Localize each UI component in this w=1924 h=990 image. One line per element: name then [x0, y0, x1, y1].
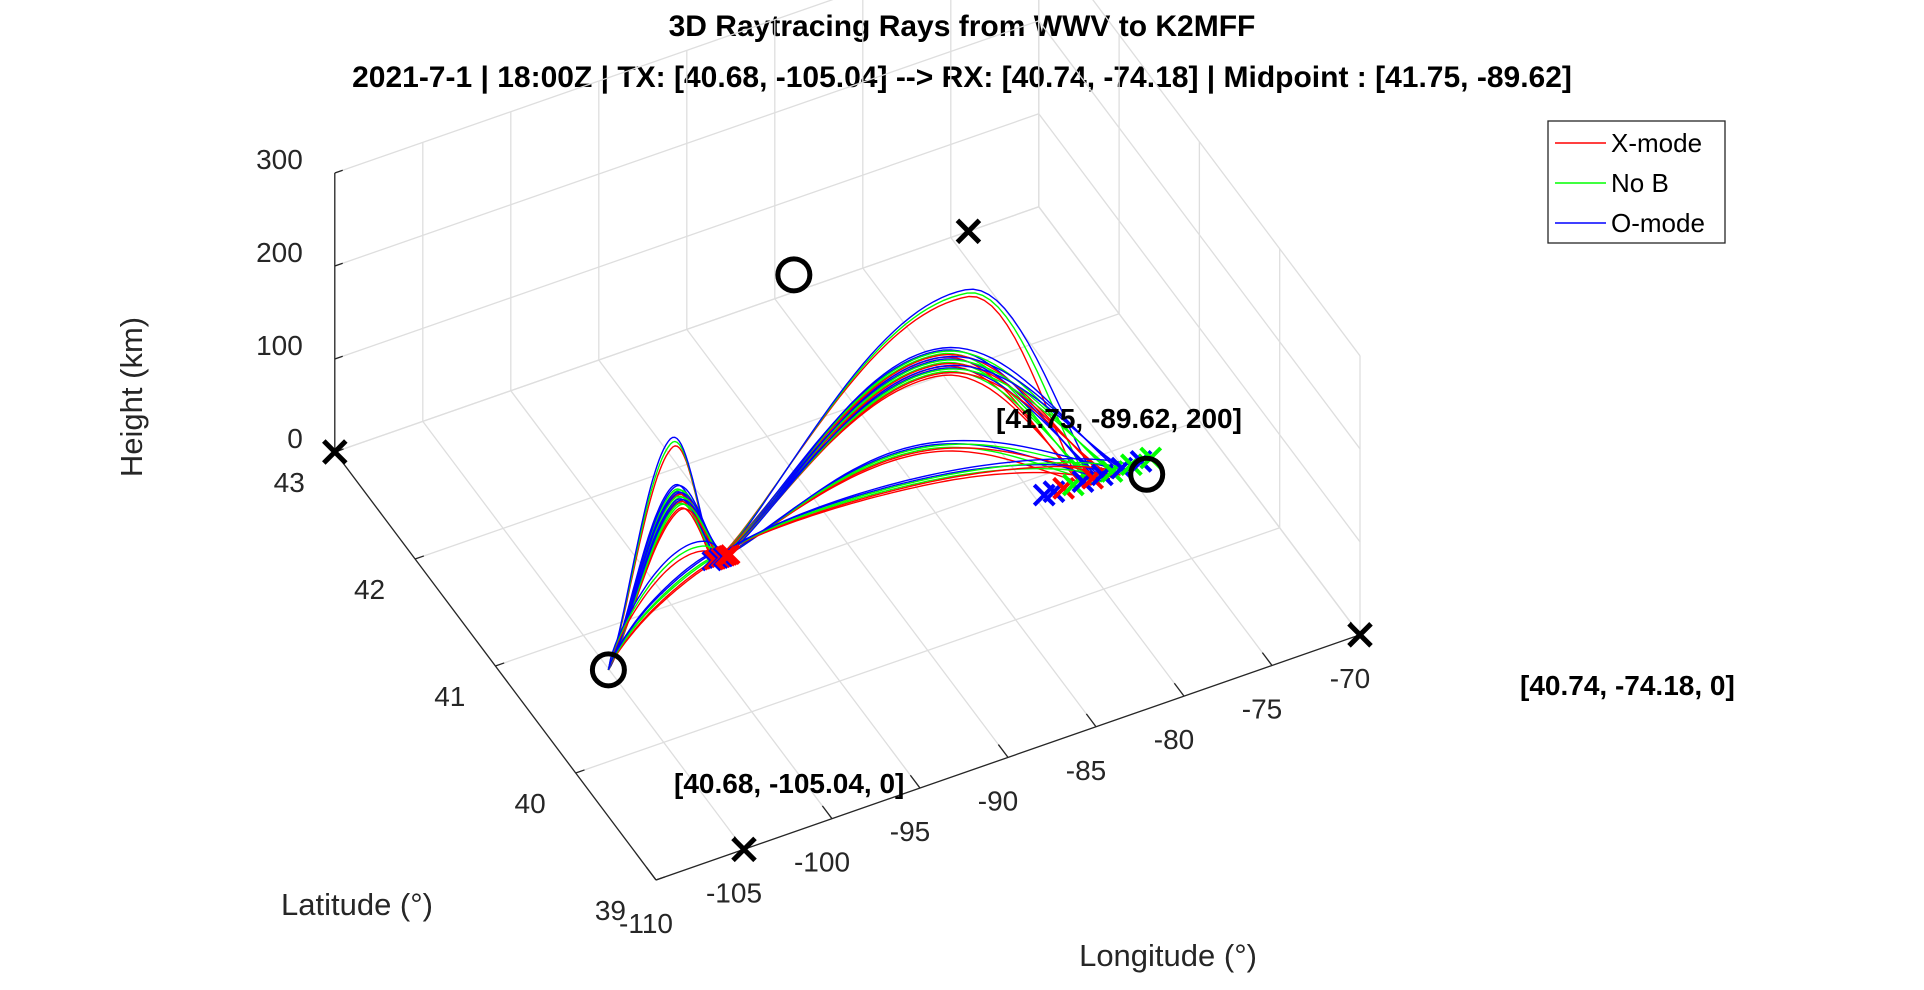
ray-hop1-O-mode — [607, 540, 719, 670]
y-tick-mark — [655, 876, 666, 881]
y-tick-mark — [414, 555, 425, 560]
ray-hop2-O-mode — [720, 367, 1108, 559]
z-tick-mark — [334, 355, 343, 360]
ray-hop1-X-mode — [607, 445, 716, 671]
x-axis-label: Longitude (°) — [1079, 938, 1257, 973]
ray-hop2-O-mode — [725, 458, 1137, 557]
x-tick-label: -85 — [1066, 755, 1106, 786]
legend-entry-x-mode: X-mode — [1611, 128, 1702, 158]
ray-hop2-O-mode — [720, 349, 1103, 559]
ray-hop2-O-mode — [725, 439, 1134, 557]
tick-labels: -110 -105 -100 -95 -90 -85 -80 -75 -70 39 40 41 42 43… — [256, 144, 1370, 939]
z-tick-label: 100 — [256, 330, 303, 361]
ray-hop2-No B — [723, 461, 1129, 558]
tx-point-label: [40.68, -105.04, 0] — [674, 768, 904, 799]
x-tick-label: -75 — [1242, 693, 1282, 724]
hop-landing-marker — [719, 544, 741, 565]
ray-hop2-No B — [723, 443, 1126, 558]
ray-hop1-X-mode — [607, 550, 720, 670]
ray-hop2-O-mode — [725, 364, 1132, 557]
ray-hop1-X-mode — [607, 559, 720, 671]
x-tick-mark — [1085, 713, 1097, 728]
x-tick-label: -70 — [1330, 663, 1370, 694]
grid-line-side-height — [1092, 0, 1361, 357]
chart-title: 3D Raytracing Rays from WWV to K2MFF — [669, 10, 1256, 43]
legend-entry-o-mode: O-mode — [1611, 208, 1705, 238]
grid-line-back-height — [334, 20, 1040, 267]
y-tick-label: 39 — [595, 895, 626, 926]
rx-point-label: [40.74, -74.18, 0] — [1520, 670, 1735, 701]
y-axis-label: Latitude (°) — [281, 887, 433, 922]
z-tick-label: 300 — [256, 144, 303, 175]
corner-cross-marker — [955, 218, 982, 245]
x-tick-mark — [997, 744, 1009, 758]
ray-hop2-X-mode — [721, 465, 1121, 558]
markers — [322, 218, 1373, 863]
ray-hop2-O-mode — [725, 346, 1127, 557]
legend: X-mode No B O-mode — [1547, 120, 1726, 244]
grid-line-back-height — [334, 206, 1040, 453]
y-tick-label: 41 — [434, 681, 465, 712]
x-tick-label: -80 — [1154, 724, 1194, 755]
x-tick-label: -95 — [890, 816, 930, 847]
axes — [334, 169, 1361, 881]
y-tick-label: 43 — [274, 467, 305, 498]
ray-hop2-X-mode — [722, 447, 1118, 558]
x-tick-mark — [821, 805, 833, 820]
ray-hop1-O-mode — [607, 436, 716, 671]
ray-hop2-O-mode — [725, 355, 1129, 557]
x-tick-label: -100 — [794, 847, 850, 878]
rx-circle-marker — [1128, 455, 1166, 493]
ray-paths — [607, 288, 1137, 671]
grid-line-back-height — [334, 113, 1040, 360]
ray-hop1-No B — [607, 545, 720, 670]
grid-line-floor-lat — [575, 527, 1280, 774]
ray-hop2-O-mode — [720, 288, 1100, 559]
tx-circle-marker — [589, 651, 627, 689]
corner-cross-marker — [322, 439, 348, 465]
y-tick-mark — [575, 769, 585, 774]
z-tick-mark — [334, 169, 343, 174]
x-tick-mark — [909, 774, 921, 789]
grid-line-side-height — [1038, 206, 1361, 636]
x-tick-mark — [1173, 682, 1185, 697]
z-tick-label: 200 — [256, 237, 303, 268]
midpoint-circle-marker — [775, 256, 813, 294]
ray-hop2-No B — [718, 446, 1102, 560]
grid-lines — [334, 0, 1361, 881]
y-tick-label: 42 — [354, 574, 385, 605]
grid-line-floor-lat — [414, 313, 1120, 560]
corner-cross-marker — [731, 836, 757, 863]
grid-line-side-height — [1038, 113, 1361, 543]
legend-entry-no-b: No B — [1611, 168, 1669, 198]
x-tick-label: -90 — [978, 785, 1018, 816]
corner-cross-marker — [1347, 622, 1373, 648]
x-tick-label: -105 — [706, 877, 762, 908]
y-tick-mark — [495, 662, 505, 667]
y-tick-label: 40 — [515, 788, 546, 819]
x-tick-mark — [645, 866, 657, 881]
z-tick-label: 0 — [287, 423, 303, 454]
ray-hop1-No B — [607, 553, 726, 671]
chart-subtitle: 2021-7-1 | 18:00Z | TX: [40.68, -105.04]… — [352, 61, 1572, 94]
grid-line-back-height — [334, 0, 834, 174]
x-tick-mark — [1261, 652, 1273, 666]
z-axis-label: Height (km) — [114, 317, 149, 477]
midpoint-label: [41.75, -89.62, 200] — [996, 403, 1242, 434]
x-tick-label: -110 — [619, 908, 673, 939]
ray-hop1-No B — [607, 440, 716, 671]
grid-line-side-height — [1038, 20, 1361, 450]
z-tick-mark — [334, 262, 343, 267]
